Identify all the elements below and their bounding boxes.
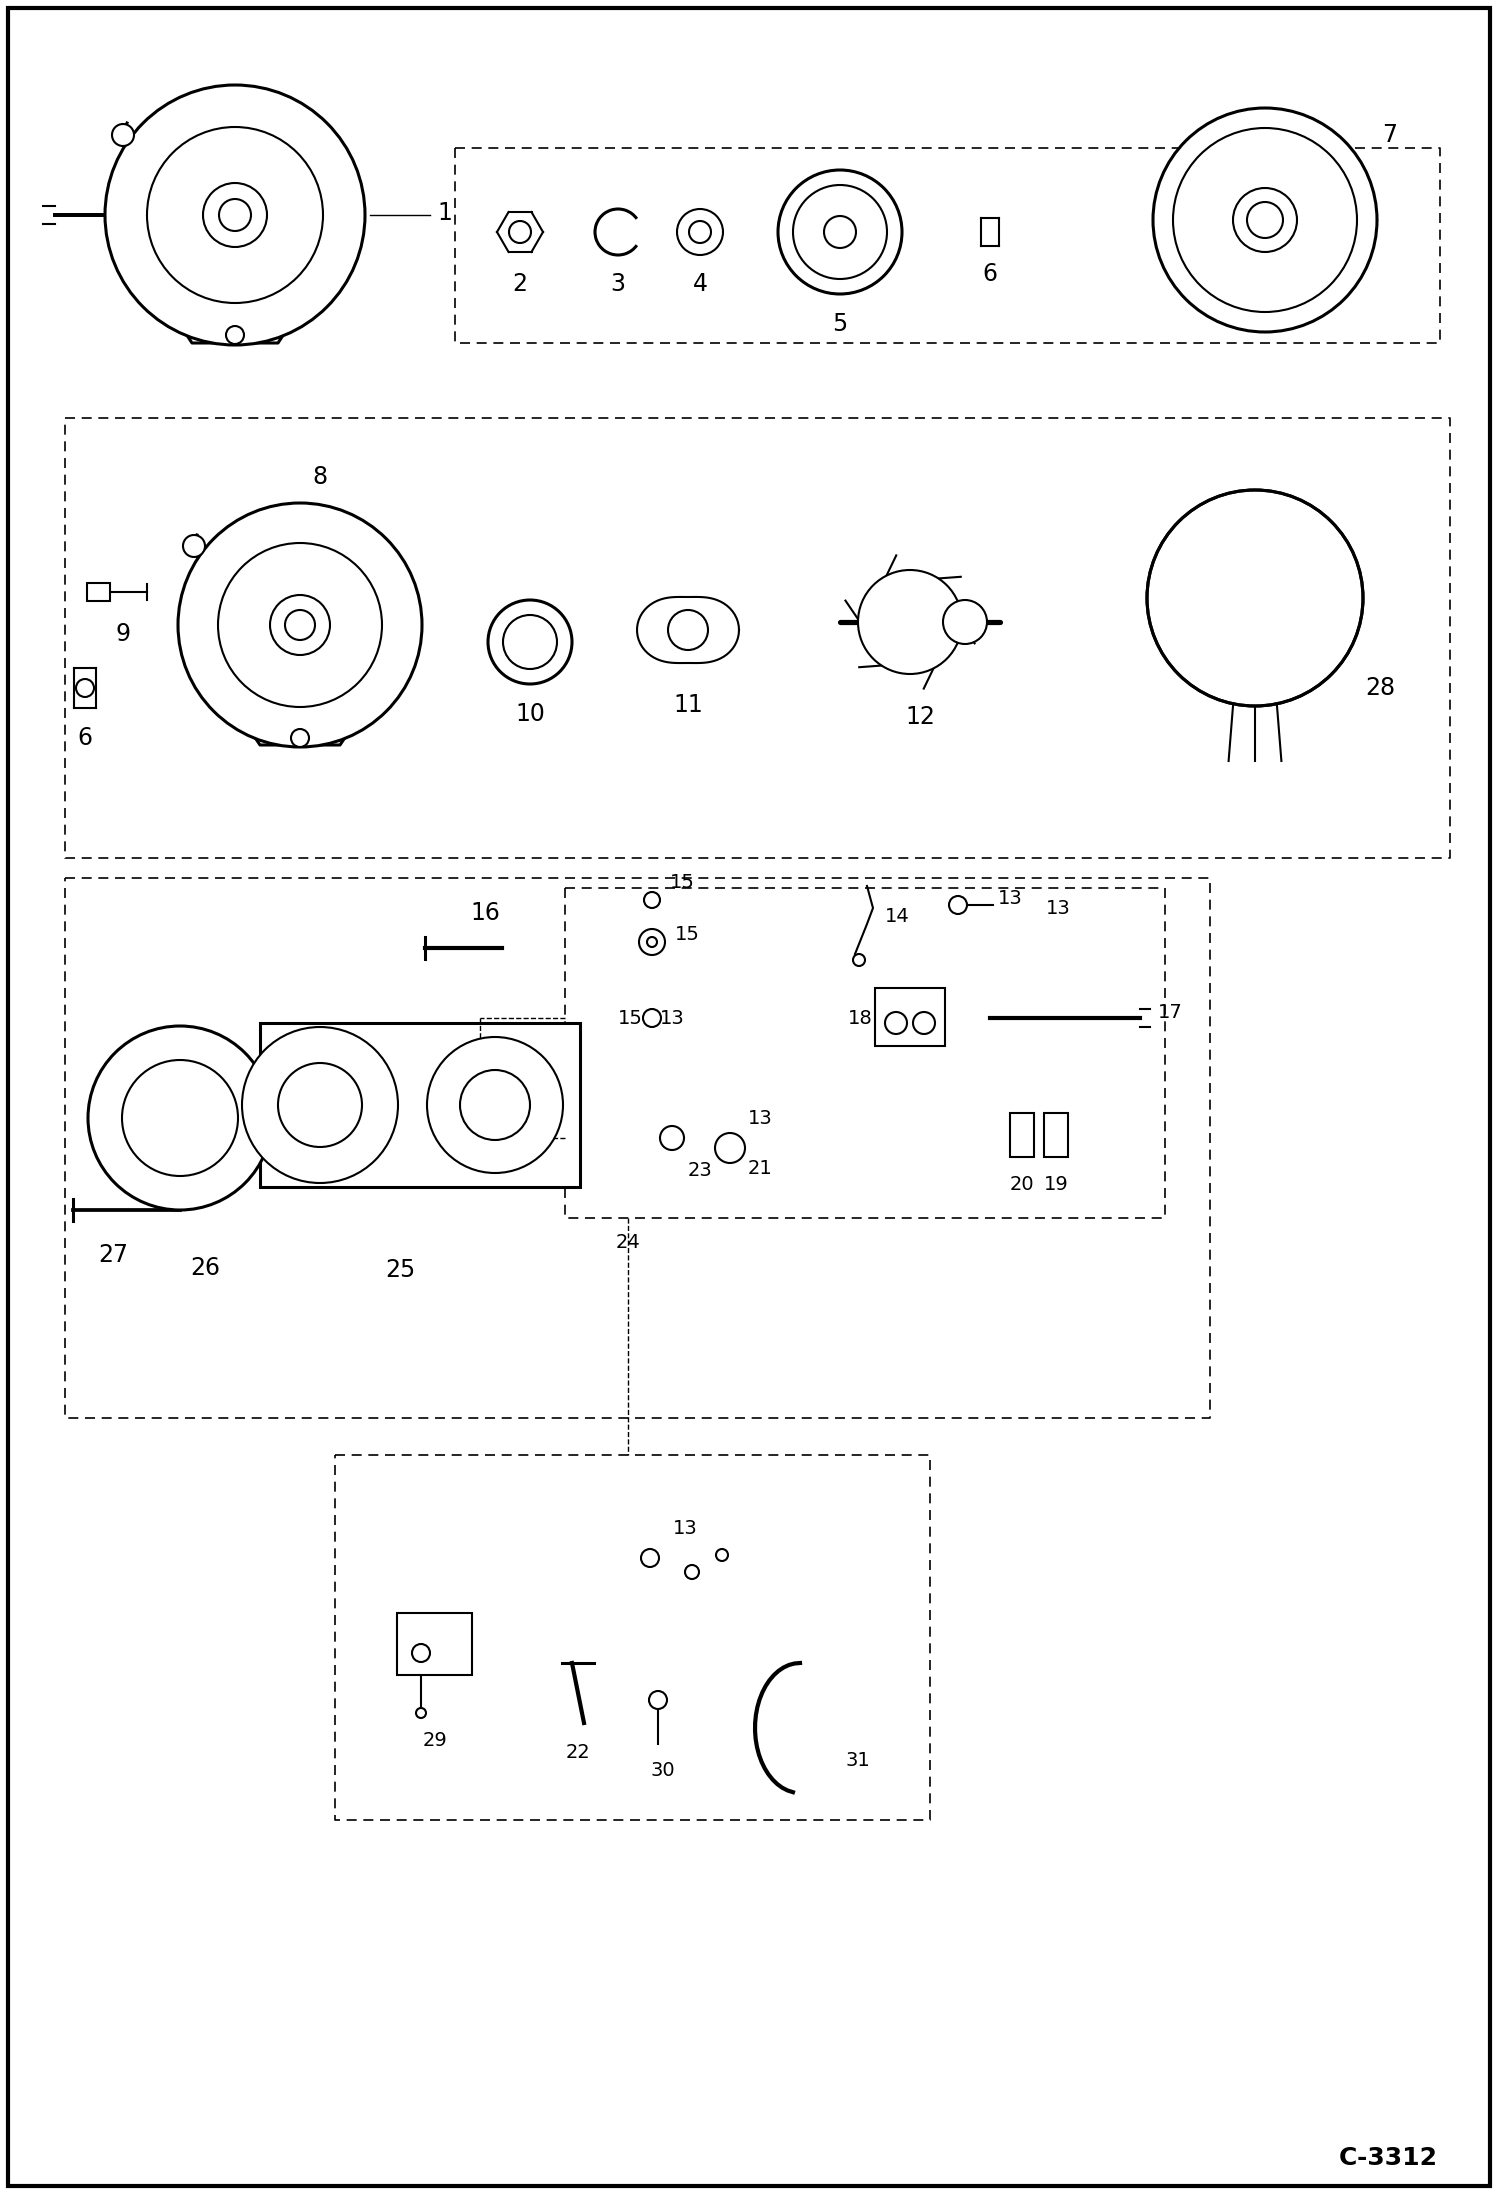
Circle shape (944, 599, 987, 645)
Circle shape (279, 1064, 363, 1147)
Bar (87, 584, 109, 601)
Text: 13: 13 (659, 1009, 685, 1027)
Text: 23: 23 (688, 1161, 713, 1180)
Circle shape (412, 1643, 430, 1663)
Circle shape (1233, 189, 1297, 252)
Circle shape (852, 954, 864, 965)
Text: 25: 25 (385, 1257, 415, 1281)
Text: 15: 15 (674, 924, 700, 943)
Circle shape (226, 327, 244, 344)
Text: 13: 13 (1046, 900, 1071, 917)
Text: 3: 3 (611, 272, 626, 296)
Circle shape (503, 614, 557, 669)
Circle shape (661, 1126, 685, 1150)
Bar (875, 987, 945, 1047)
Circle shape (641, 1549, 659, 1567)
Text: 17: 17 (1158, 1003, 1182, 1022)
Text: 4: 4 (692, 272, 707, 296)
Circle shape (509, 222, 530, 244)
Text: 30: 30 (650, 1760, 676, 1779)
Bar (397, 1613, 472, 1674)
Text: 18: 18 (848, 1009, 872, 1027)
Circle shape (219, 200, 252, 230)
Text: 1: 1 (437, 202, 452, 226)
Text: 31: 31 (846, 1751, 870, 1771)
Circle shape (147, 127, 324, 303)
Circle shape (1147, 489, 1363, 706)
Circle shape (715, 1132, 745, 1163)
Text: 6: 6 (983, 261, 998, 285)
Text: 9: 9 (115, 623, 130, 645)
Circle shape (647, 937, 658, 948)
Text: 15: 15 (617, 1009, 643, 1027)
Text: 2: 2 (512, 272, 527, 296)
Circle shape (427, 1038, 563, 1174)
Bar (1010, 1112, 1034, 1156)
Circle shape (243, 1027, 398, 1183)
Circle shape (792, 184, 887, 279)
Circle shape (668, 610, 709, 649)
Circle shape (178, 502, 422, 746)
Circle shape (858, 570, 962, 674)
Text: 5: 5 (833, 312, 848, 336)
Circle shape (649, 1692, 667, 1709)
Text: 7: 7 (1383, 123, 1398, 147)
Text: 13: 13 (998, 889, 1022, 908)
Text: 6: 6 (78, 726, 93, 750)
Text: 29: 29 (422, 1731, 448, 1749)
Circle shape (121, 1060, 238, 1176)
Circle shape (643, 1009, 661, 1027)
Circle shape (1246, 202, 1282, 237)
Circle shape (824, 215, 855, 248)
Text: 22: 22 (566, 1744, 590, 1762)
Text: 27: 27 (97, 1244, 127, 1266)
Circle shape (88, 1027, 273, 1211)
Text: C-3312: C-3312 (1339, 2146, 1438, 2170)
Circle shape (270, 595, 330, 656)
Circle shape (644, 893, 661, 908)
Text: 15: 15 (670, 873, 695, 891)
Text: 28: 28 (1365, 676, 1395, 700)
Circle shape (689, 222, 712, 244)
Circle shape (912, 1011, 935, 1033)
Circle shape (204, 182, 267, 248)
Circle shape (488, 599, 572, 685)
Bar (261, 1022, 580, 1187)
Circle shape (777, 169, 902, 294)
Circle shape (950, 895, 968, 915)
Text: 8: 8 (313, 465, 328, 489)
Circle shape (112, 125, 133, 147)
Text: 19: 19 (1044, 1176, 1068, 1194)
Text: 21: 21 (748, 1158, 773, 1178)
Text: 14: 14 (885, 906, 909, 926)
Circle shape (460, 1071, 530, 1141)
Circle shape (885, 1011, 906, 1033)
Bar (1044, 1112, 1068, 1156)
Circle shape (640, 928, 665, 954)
Circle shape (685, 1564, 700, 1580)
Text: 11: 11 (673, 693, 703, 717)
Text: 12: 12 (905, 704, 935, 728)
Text: 24: 24 (616, 1233, 640, 1251)
Text: 20: 20 (1010, 1176, 1034, 1194)
Text: 10: 10 (515, 702, 545, 726)
Circle shape (677, 208, 724, 255)
Circle shape (183, 535, 205, 557)
Circle shape (1173, 127, 1357, 312)
Text: 26: 26 (190, 1255, 220, 1279)
Text: 13: 13 (673, 1518, 698, 1538)
Circle shape (291, 728, 309, 746)
Circle shape (416, 1707, 425, 1718)
Circle shape (285, 610, 315, 641)
Circle shape (1153, 108, 1377, 331)
Text: 16: 16 (470, 902, 500, 926)
Circle shape (105, 86, 366, 344)
Text: 13: 13 (748, 1108, 773, 1128)
Circle shape (76, 678, 94, 698)
Circle shape (716, 1549, 728, 1560)
Circle shape (219, 542, 382, 706)
